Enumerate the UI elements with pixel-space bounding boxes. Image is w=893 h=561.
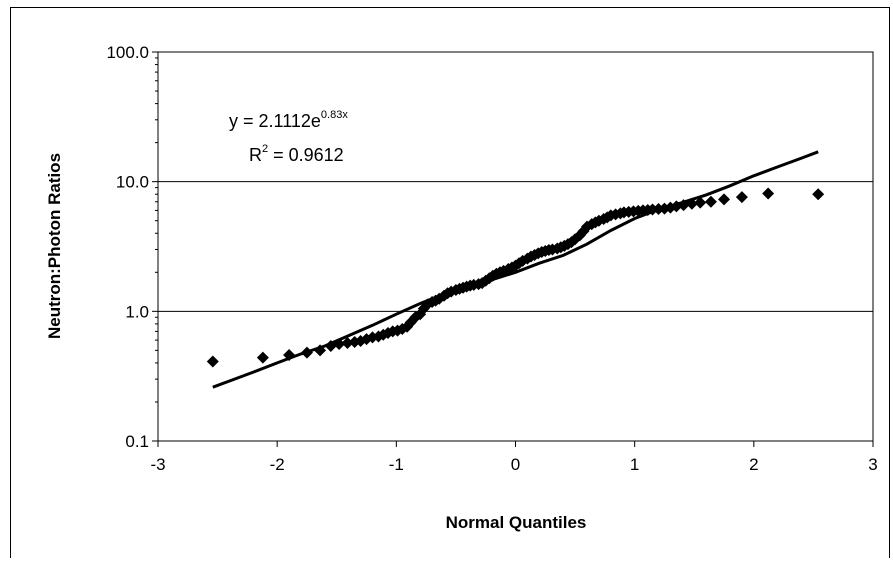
x-axis-title: Normal Quantiles [446, 513, 587, 532]
chart-frame [10, 7, 890, 558]
data-point [762, 187, 775, 200]
y-tick-label: 100.0 [106, 43, 149, 62]
r-squared-symbol: R [249, 145, 262, 165]
y-tick-label: 10.0 [116, 173, 149, 192]
data-point [206, 355, 219, 368]
gridlines [158, 181, 873, 312]
y-tick-label: 1.0 [125, 302, 149, 321]
data-point [333, 337, 346, 350]
trend-equation: y = 2.1112e0.83x [229, 109, 348, 131]
data-point [718, 193, 731, 206]
r-squared-superscript: 2 [262, 143, 268, 155]
data-point [300, 346, 313, 359]
data-point [341, 336, 354, 349]
x-tick-label: -2 [270, 455, 285, 474]
data-point [324, 340, 337, 353]
y-tick-label: 0.1 [125, 432, 149, 451]
x-tick-label: 2 [749, 455, 758, 474]
data-point [694, 196, 707, 209]
data-point [256, 351, 269, 364]
r-squared-value: = 0.9612 [268, 145, 344, 165]
trend-equation-exponent: 0.83x [321, 109, 348, 121]
x-tick-label: 0 [511, 455, 520, 474]
data-point [314, 344, 327, 357]
axes: 0.1 1.0 10.0 100.0 -3 -2 -1 0 1 2 3 [106, 43, 877, 474]
trend-equation-base: y = 2.1112e [229, 111, 321, 131]
data-point [685, 197, 698, 210]
data-point [812, 188, 825, 201]
data-point [735, 191, 748, 204]
data-point [704, 195, 717, 208]
x-tick-label: -3 [150, 455, 165, 474]
data-marks [206, 150, 825, 389]
x-tick-label: 1 [630, 455, 639, 474]
x-tick-label: -1 [389, 455, 404, 474]
x-tick-label: 3 [868, 455, 877, 474]
data-point [283, 349, 296, 362]
data-point [677, 199, 690, 212]
y-axis-title: Neutron:Photon Ratios [45, 153, 64, 339]
r-squared-label: R2 = 0.9612 [249, 143, 344, 165]
